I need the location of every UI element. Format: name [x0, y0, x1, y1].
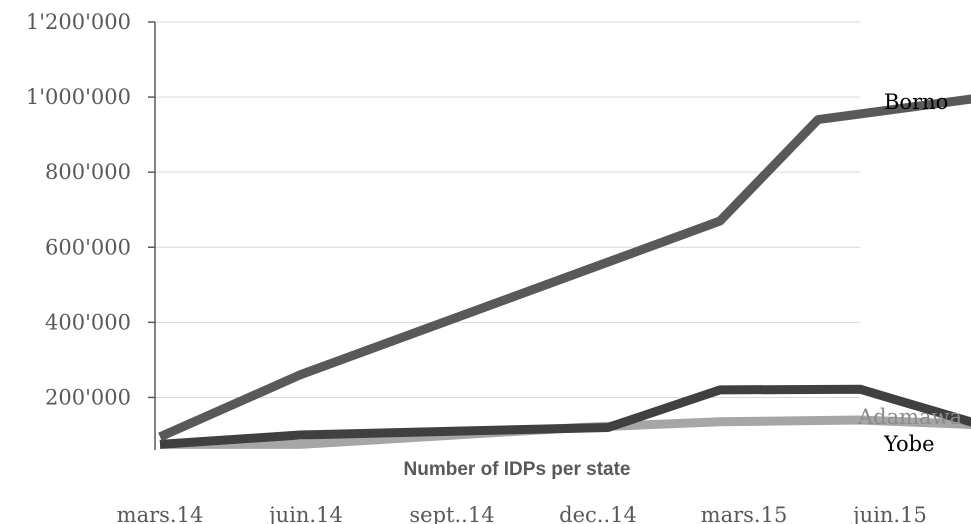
y-tick-label: 200'000: [45, 385, 131, 409]
x-tick-labels: mars.14 juin.14 sept..14 dec..14 mars.15 juin…: [117, 503, 927, 524]
y-tick-label: 400'000: [45, 310, 131, 334]
series-labels: Borno Yobe Adamawa: [857, 90, 962, 456]
x-tick-label: sept..14: [409, 503, 494, 524]
gridlines: [155, 21, 860, 398]
y-tick-label: 600'000: [45, 235, 131, 259]
y-tick-label: 1'200'000: [26, 10, 131, 34]
y-tick-label: 800'000: [45, 160, 131, 184]
series-line-adamawa: [160, 415, 971, 449]
x-tick-label: juin.15: [850, 503, 927, 524]
series-line-yobe: [159, 384, 971, 449]
x-tick-label: mars.14: [117, 503, 204, 524]
x-axis-title: Number of IDPs per state: [404, 459, 631, 480]
x-tick-label: mars.15: [701, 503, 788, 524]
x-tick-label: juin.14: [266, 503, 343, 524]
series-label-borno: Borno: [884, 90, 948, 114]
series-label-adamawa: Adamawa: [857, 405, 962, 429]
series-lines: [158, 94, 971, 449]
series-line-borno: [158, 94, 971, 442]
x-tick-label: dec..14: [559, 503, 637, 524]
y-tick-labels: 200'000 400'000 600'000 800'000 1'000'000 1'2…: [26, 10, 155, 409]
y-tick-label: 1'000'000: [26, 85, 131, 109]
series-label-yobe: Yobe: [883, 432, 935, 456]
